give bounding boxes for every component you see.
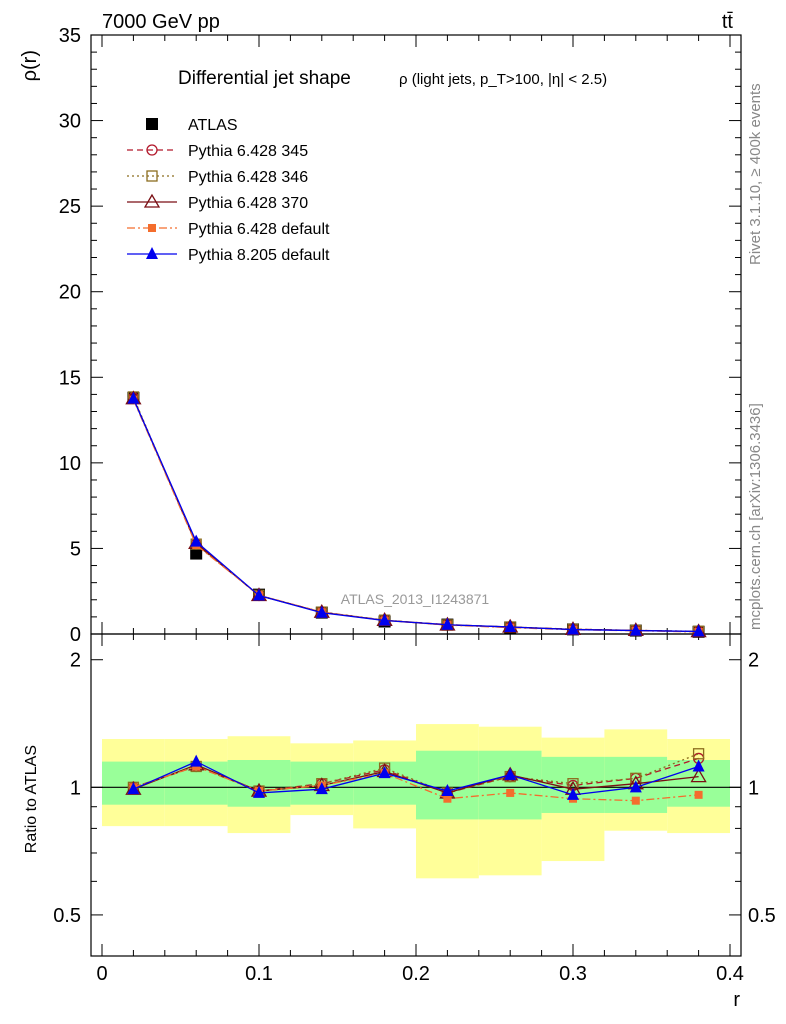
ratio-y-tick-label-right: 1 bbox=[748, 777, 759, 799]
side-label-mcplots: mcplots.cern.ch [arXiv:1306.3436] bbox=[747, 403, 764, 630]
ratio-point-py8 bbox=[378, 766, 391, 779]
ratio-series-line-py8 bbox=[133, 760, 699, 796]
main-y-tick-label: 20 bbox=[59, 282, 81, 304]
ratio-point-py8 bbox=[441, 784, 454, 797]
ratio-y-tick-label-right: 2 bbox=[748, 650, 759, 672]
x-axis-label: r bbox=[733, 989, 740, 1011]
ratio-point-py8 bbox=[692, 759, 705, 772]
ratio-y-tick-label: 2 bbox=[70, 650, 81, 672]
ratio-y-tick-labels: 0.5 0.5 1 1 2 2 bbox=[53, 650, 776, 927]
main-point-py8 bbox=[190, 534, 203, 547]
curves bbox=[125, 390, 707, 805]
main-point-py8 bbox=[692, 624, 705, 637]
legend-marker-data bbox=[146, 118, 158, 130]
main-y-tick-labels: 0 5 10 15 20 25 30 35 bbox=[59, 25, 81, 646]
main-y-tick-label: 10 bbox=[59, 453, 81, 475]
ratio-point-py346 bbox=[692, 748, 705, 760]
ratio-point-py8 bbox=[190, 754, 203, 767]
ratio-point-py8 bbox=[629, 780, 642, 793]
ratio-point-py8 bbox=[315, 782, 328, 795]
ratio-series-line-pydef bbox=[133, 765, 699, 802]
ratio-series-line-py346 bbox=[133, 753, 699, 794]
legend-marker-pydef bbox=[148, 224, 156, 232]
analysis-id: ATLAS_2013_I1243871 bbox=[341, 591, 490, 607]
main-point-py8 bbox=[127, 391, 140, 404]
ratio-y-tick-label: 0.5 bbox=[53, 905, 81, 927]
header-right: tt̄ bbox=[722, 11, 734, 33]
legend-marker-py370 bbox=[143, 193, 161, 208]
main-y-tick-label: 0 bbox=[70, 624, 81, 646]
x-tick-labels: 0 0.1 0.2 0.3 0.4 bbox=[96, 963, 743, 985]
legend-marker-py8 bbox=[146, 247, 158, 259]
x-tick-label: 0 bbox=[96, 963, 107, 985]
main-y-tick-label: 30 bbox=[59, 111, 81, 133]
main-point-data bbox=[190, 547, 203, 560]
band-inner-bin bbox=[541, 756, 605, 813]
ratio-point-pydef bbox=[631, 796, 640, 805]
ratio-uncertainty-bands bbox=[91, 724, 741, 879]
main-y-label: ρ(r) bbox=[19, 50, 41, 81]
x-tick-label: 0.4 bbox=[716, 963, 744, 985]
main-point-py8 bbox=[567, 622, 579, 635]
x-tick-label: 0.2 bbox=[402, 963, 430, 985]
main-point-py8 bbox=[441, 617, 454, 630]
plot-title: Differential jet shape bbox=[178, 68, 351, 89]
band-inner-bin bbox=[478, 750, 542, 820]
main-point-py8 bbox=[504, 619, 517, 632]
ratio-point-py8 bbox=[127, 782, 140, 795]
plot-subtitle: ρ (light jets, p_T>100, |η| < 2.5) bbox=[399, 71, 607, 88]
main-point-py8 bbox=[315, 605, 328, 618]
main-y-tick-label: 15 bbox=[59, 367, 81, 389]
header-left: 7000 GeV pp bbox=[102, 11, 220, 33]
x-tick-label: 0.3 bbox=[559, 963, 587, 985]
ratio-point-py370 bbox=[690, 768, 707, 783]
main-point-py8 bbox=[253, 588, 265, 601]
ratio-point-py8 bbox=[567, 787, 579, 800]
legend: ATLAS Pythia 6.428 345 Pythia 6.428 346 Pyt… bbox=[127, 117, 330, 264]
ratio-point-py8 bbox=[253, 785, 265, 798]
main-point-py8 bbox=[378, 613, 391, 626]
main-y-tick-label: 25 bbox=[59, 196, 81, 218]
ratio-series-line-py345 bbox=[133, 757, 699, 794]
ratio-point-pydef bbox=[506, 788, 515, 797]
legend-marker-py345 bbox=[146, 144, 158, 156]
ratio-point-pydef bbox=[443, 794, 452, 803]
ratio-point-pydef bbox=[694, 790, 703, 799]
main-y-tick-label: 5 bbox=[70, 538, 81, 560]
side-label-rivet: Rivet 3.1.10, ≥ 400k events bbox=[747, 83, 764, 265]
legend-label-py346: Pythia 6.428 346 bbox=[188, 169, 308, 186]
ratio-point-py8 bbox=[504, 767, 517, 780]
legend-label-py370: Pythia 6.428 370 bbox=[188, 195, 308, 212]
main-series-line-py8 bbox=[132, 398, 699, 633]
ratio-y-label: Ratio to ATLAS bbox=[23, 745, 40, 853]
axis-ticks bbox=[91, 34, 741, 956]
main-point-py8 bbox=[629, 623, 642, 636]
legend-label-pydef: Pythia 6.428 default bbox=[188, 221, 330, 238]
legend-marker-py346 bbox=[146, 170, 158, 182]
ratio-y-tick-label: 1 bbox=[70, 777, 81, 799]
main-y-tick-label: 35 bbox=[59, 25, 81, 47]
x-tick-label: 0.1 bbox=[245, 963, 273, 985]
ratio-y-tick-label-right: 0.5 bbox=[748, 905, 776, 927]
legend-label-data: ATLAS bbox=[188, 117, 238, 134]
legend-label-py8: Pythia 8.205 default bbox=[188, 247, 330, 264]
legend-label-py345: Pythia 6.428 345 bbox=[188, 143, 308, 160]
